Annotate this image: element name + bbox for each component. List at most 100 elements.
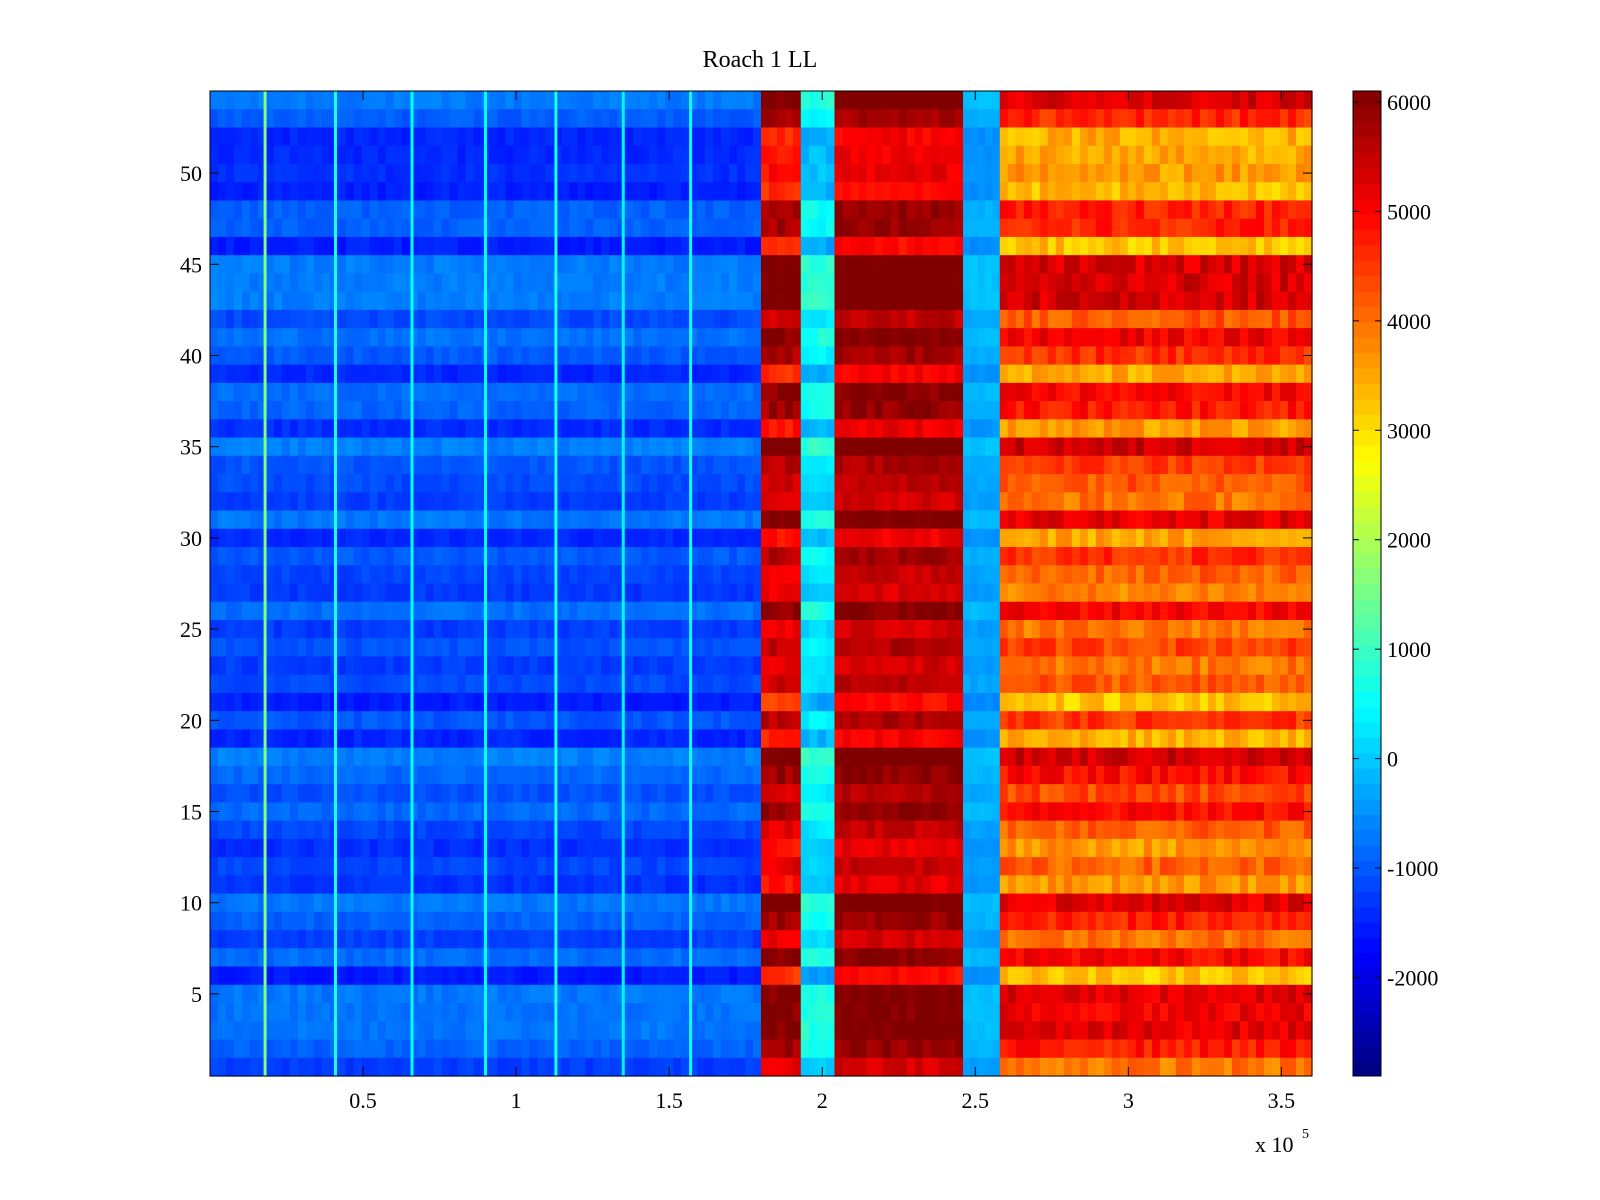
heatmap-cell [233,674,243,694]
heatmap-cell [1175,474,1185,493]
heatmap-cell [553,437,562,457]
heatmap-cell [1303,382,1313,402]
heatmap-cell [1303,692,1313,712]
heatmap-cell [1039,437,1049,457]
heatmap-cell [834,692,844,712]
heatmap-cell [633,656,642,676]
heatmap-cell [922,729,932,749]
heatmap-cell [537,638,546,658]
heatmap-cell [1295,255,1305,275]
heatmap-cell [457,401,467,420]
heatmap-cell [385,273,395,293]
heatmap-cell [985,583,994,603]
heatmap-cell [800,236,810,256]
heatmap-cell [321,492,331,512]
heatmap-cell [1135,711,1145,731]
heatmap-cell [1143,565,1153,585]
heatmap-cell [1247,692,1257,712]
heatmap-cell [697,182,706,202]
heatmap-cell [289,619,299,639]
heatmap-cell [313,528,323,548]
heatmap-cell [1263,382,1273,402]
heatmap-cell [353,419,363,439]
heatmap-cell [313,127,323,147]
heatmap-cell [385,601,395,621]
heatmap-cell [955,346,964,366]
heatmap-cell [210,145,219,165]
heatmap-cell [625,273,634,293]
heatmap-cell [1047,255,1057,275]
heatmap-cell [393,583,403,603]
heatmap-cell [569,382,578,402]
heatmap-cell [1159,273,1169,293]
heatmap-cell [737,401,746,420]
heatmap-cell [665,291,674,311]
heatmap-cell [882,474,892,493]
heatmap-cell [1039,419,1049,439]
heatmap-cell [401,309,411,329]
heatmap-cell [225,601,235,621]
heatmap-cell [233,711,243,731]
heatmap-cell [545,601,554,621]
heatmap-cell [1111,729,1121,749]
heatmap-cell [649,182,658,202]
heatmap-cell [1223,309,1233,329]
heatmap-cell [1071,273,1081,293]
heatmap-cell [858,127,868,147]
heatmap-cell [992,200,1001,220]
heatmap-cell [649,163,658,183]
heatmap-cell [817,528,827,548]
heatmap-cell [401,419,411,439]
heatmap-cell [1263,346,1273,366]
heatmap-cell [553,255,562,275]
heatmap-cell [641,236,650,256]
heatmap-cell [1119,547,1129,566]
heatmap-cell [625,145,634,165]
heatmap-cell [401,711,411,731]
heatmap-cell [970,401,979,420]
heatmap-cell [1119,145,1129,165]
heatmap-cell [955,692,964,712]
heatmap-cell [457,236,467,256]
heatmap-cell [745,182,754,202]
heatmap-cell [721,346,730,366]
heatmap-cell [1055,528,1065,548]
heatmap-cell [257,255,267,275]
heatmap-cell [257,401,267,420]
heatmap-cell [898,145,908,165]
heatmap-cell [992,656,1001,676]
heatmap-cell [657,401,666,420]
heatmap-cell [1223,419,1233,439]
heatmap-cell [1183,255,1193,275]
heatmap-cell [898,109,908,129]
heatmap-cell [776,127,786,147]
heatmap-cell [776,565,786,585]
heatmap-cell [585,711,594,731]
heatmap-cell [345,163,355,183]
heatmap-cell [1007,528,1017,548]
heatmap-cell [1143,619,1153,639]
heatmap-cell [377,492,387,512]
heatmap-cell [609,638,618,658]
heatmap-cell [321,474,331,493]
heatmap-cell [1175,200,1185,220]
heatmap-cell [553,583,562,603]
heatmap-cell [289,747,299,767]
heatmap-cell [417,692,427,712]
heatmap-cell [1087,510,1097,530]
heatmap-cell [345,674,355,694]
heatmap-cell [497,145,507,165]
heatmap-cell [1303,674,1313,694]
heatmap-cell [521,145,531,165]
heatmap-cell [946,346,956,366]
heatmap-cell [745,218,754,238]
heatmap-cell [665,91,674,110]
heatmap-cell [977,291,986,311]
heatmap-cell [385,729,395,749]
heatmap-cell [289,583,299,603]
heatmap-cell [745,492,754,512]
heatmap-cell [681,200,690,220]
heatmap-cell [1047,401,1057,420]
heatmap-cell [577,328,586,347]
heatmap-cell [297,382,307,402]
